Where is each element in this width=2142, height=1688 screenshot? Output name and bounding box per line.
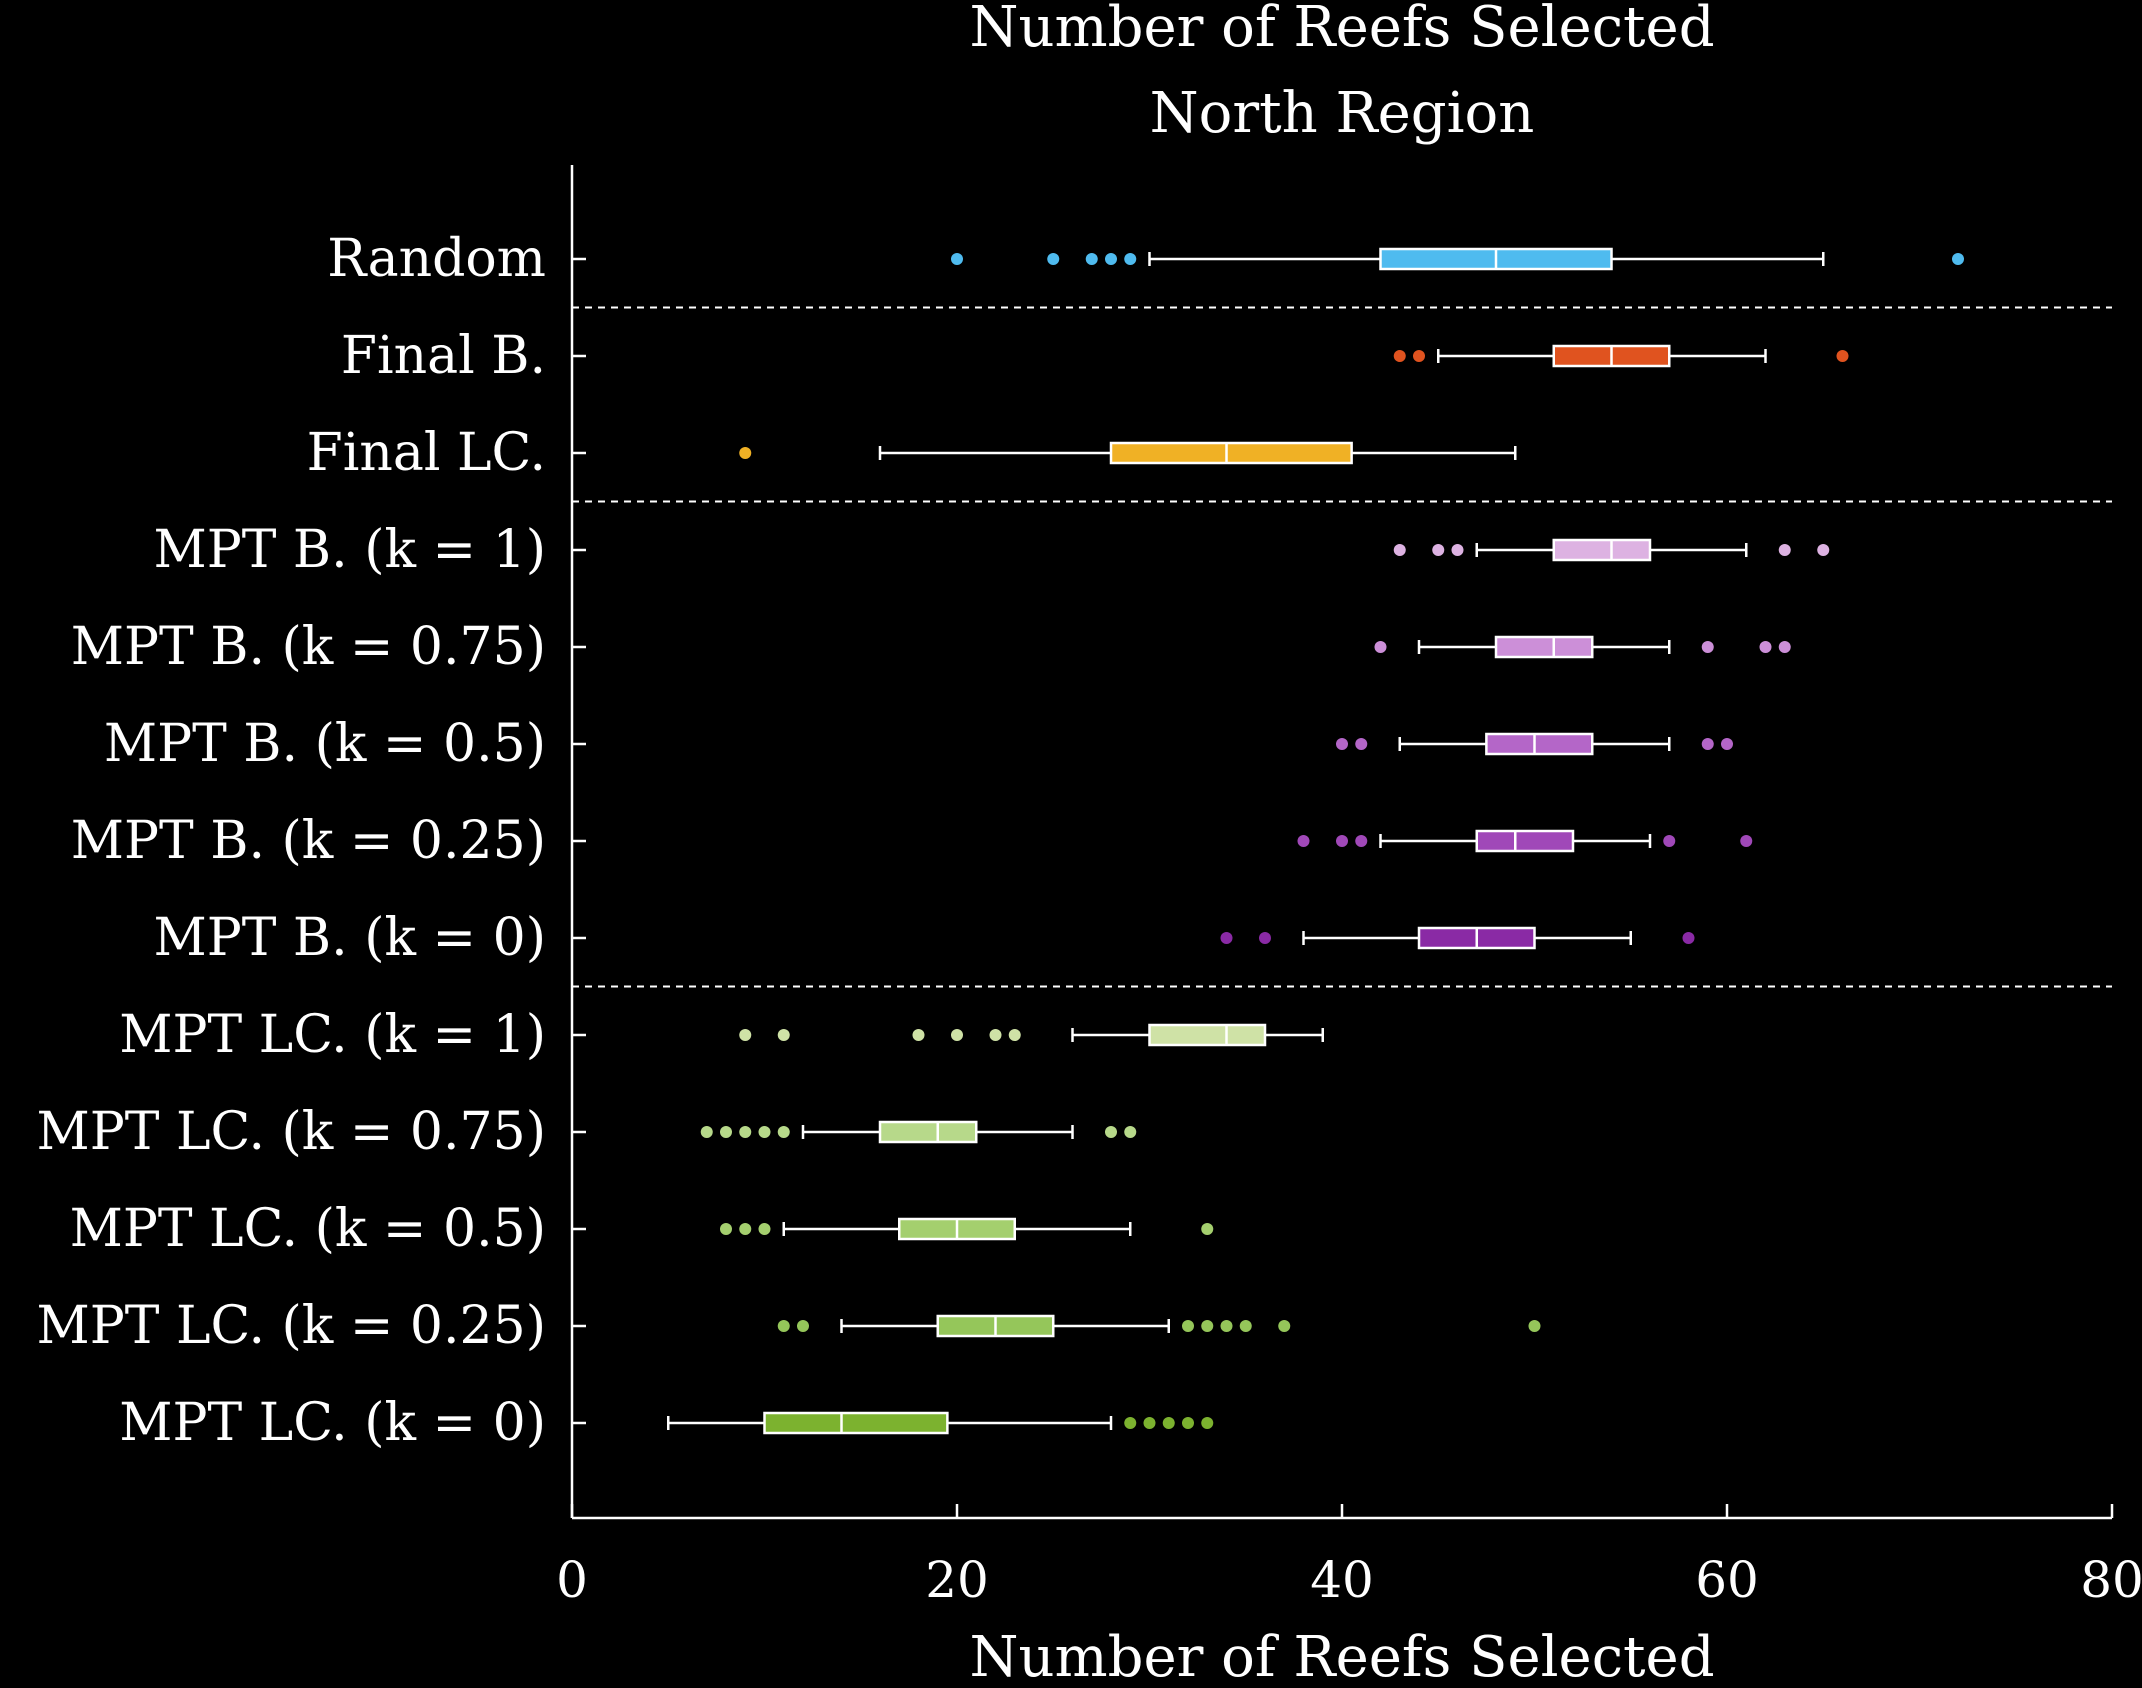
outlier-point [1778,544,1791,556]
outlier-point [1297,835,1310,847]
outlier-point [1451,544,1464,556]
outlier-point [951,1029,963,1041]
outlier-point [1952,253,1964,265]
outlier-point [1663,835,1676,847]
outlier-point [1682,932,1695,944]
outlier-point [1740,835,1753,847]
y-tick-label: MPT LC. (k = 0.75) [37,1102,546,1162]
outlier-point [1239,1320,1252,1332]
outlier-point [1393,350,1406,362]
outlier-point [1105,253,1117,265]
y-tick-label: MPT B. (k = 1) [153,520,546,580]
outlier-point [1201,1223,1214,1235]
outlier-point [1836,350,1849,362]
outlier-point [1008,1029,1021,1041]
iqr-box [1552,538,1652,562]
x-tick-label: 20 [925,1551,989,1609]
outlier-point [1124,1126,1137,1138]
y-tick-label: Random [327,229,546,289]
outlier-point [1220,1320,1233,1332]
x-tick-label: 60 [1695,1551,1759,1609]
chart-subtitle: North Region [1150,81,1535,146]
y-tick-label: MPT B. (k = 0.5) [104,714,546,774]
outlier-point [720,1126,732,1138]
outlier-point [1182,1320,1194,1332]
y-tick-label: Final B. [341,326,546,386]
outlier-point [1201,1417,1214,1429]
outlier-point [1778,641,1791,653]
outlier-point [989,1029,1002,1041]
outlier-point [1701,738,1714,750]
outlier-point [1701,641,1714,653]
outlier-point [739,1223,752,1235]
y-tick-label: MPT LC. (k = 0.25) [37,1296,546,1356]
outlier-point [1047,253,1060,265]
outlier-point [1817,544,1830,556]
outlier-point [1085,253,1098,265]
outlier-point [758,1126,771,1138]
outlier-point [1336,738,1348,750]
iqr-box [1148,1023,1267,1047]
outlier-point [1393,544,1406,556]
outlier-point [1278,1320,1291,1332]
outlier-point [1220,932,1233,944]
outlier-point [1374,641,1387,653]
y-tick-label: MPT LC. (k = 0) [119,1393,546,1453]
y-tick-label: MPT B. (k = 0.75) [71,617,546,677]
outlier-point [951,253,963,265]
outlier-point [1528,1320,1541,1332]
outlier-point [777,1029,790,1041]
outlier-point [1355,835,1368,847]
outlier-point [797,1320,809,1332]
outlier-point [1182,1417,1194,1429]
x-axis-label: Number of Reefs Selected [969,1625,1714,1683]
y-tick-label: Final LC. [307,423,546,483]
y-tick-label: MPT LC. (k = 0.5) [70,1199,546,1259]
outlier-point [1432,544,1445,556]
y-tick-label: MPT B. (k = 0.25) [71,811,546,871]
outlier-point [1355,738,1368,750]
outlier-point [739,1029,752,1041]
outlier-point [720,1223,732,1235]
outlier-point [1413,350,1425,362]
x-tick-label: 40 [1310,1551,1374,1609]
iqr-box [1109,441,1353,465]
outlier-point [1259,932,1271,944]
y-tick-label: MPT LC. (k = 1) [119,1005,546,1065]
outlier-point [1201,1320,1214,1332]
iqr-box [1475,829,1575,853]
outlier-point [700,1126,713,1138]
outlier-point [912,1029,925,1041]
outlier-point [758,1223,771,1235]
outlier-point [1124,253,1137,265]
outlier-point [739,447,752,459]
outlier-point [739,1126,752,1138]
iqr-box [878,1120,978,1144]
outlier-point [1124,1417,1137,1429]
outlier-point [1105,1126,1117,1138]
iqr-box [1494,635,1594,659]
plot-area: 0 20 40 60 80 Random Final B. Final LC. MPT B. (… [37,165,2142,1609]
iqr-box [763,1411,949,1435]
x-tick-label: 80 [2080,1551,2142,1609]
outlier-point [777,1126,790,1138]
outlier-point [1759,641,1772,653]
outlier-point [1336,835,1348,847]
outlier-point [1721,738,1733,750]
outlier-point [1143,1417,1156,1429]
chart-title: Number of Reefs Selected [969,0,1714,60]
y-tick-label: MPT B. (k = 0) [153,908,546,968]
outlier-point [1162,1417,1175,1429]
iqr-box [1485,732,1594,756]
outlier-point [777,1320,790,1332]
x-tick-label: 0 [556,1551,588,1609]
